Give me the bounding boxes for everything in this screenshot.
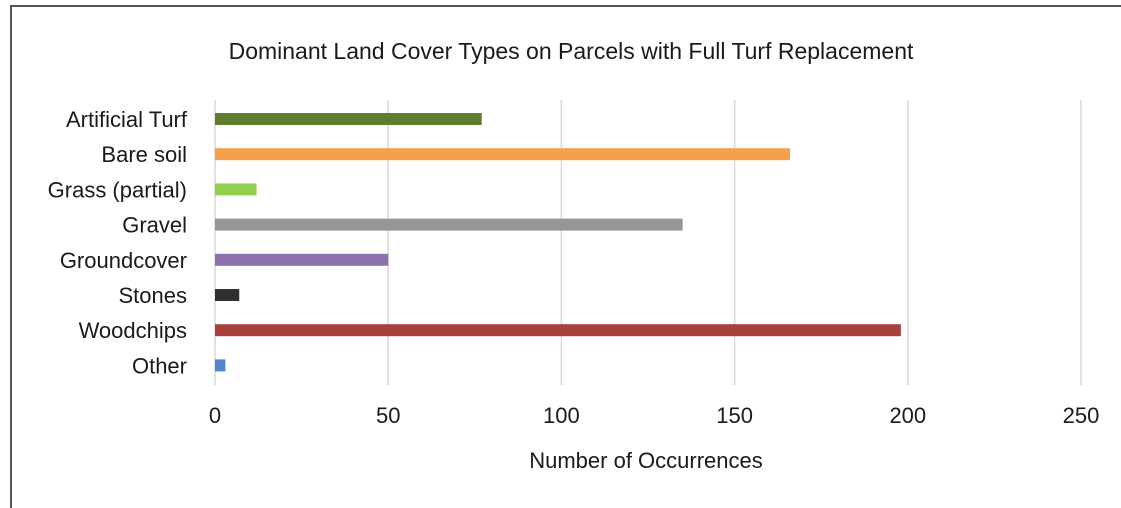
bar-layer	[215, 113, 901, 372]
y-category-label: Woodchips	[79, 318, 187, 343]
grid-layer	[214, 100, 1082, 385]
y-category-label: Gravel	[122, 213, 187, 238]
bar-artificial-turf	[215, 113, 482, 125]
bar-gravel	[215, 218, 683, 231]
tick-labels: 0 50 100 150 200 250	[209, 403, 1099, 428]
x-tick-label: 50	[376, 403, 400, 428]
x-axis-title: Number of Occurrences	[529, 448, 763, 473]
y-category-label: Grass (partial)	[48, 177, 187, 202]
y-category-label: Stones	[119, 283, 188, 308]
x-tick-label: 200	[889, 403, 926, 428]
chart-title: Dominant Land Cover Types on Parcels wit…	[229, 38, 914, 64]
bar-stones	[215, 289, 240, 301]
bar-other	[215, 359, 226, 372]
chart-frame	[10, 5, 1121, 508]
y-category-label: Bare soil	[101, 142, 187, 167]
y-category-label: Artificial Turf	[66, 107, 188, 132]
category-labels: Artificial Turf Bare soil Grass (partial) G…	[48, 107, 188, 378]
x-tick-label: 100	[543, 403, 580, 428]
bar-woodchips	[215, 324, 901, 337]
bar-grass-partial	[215, 183, 257, 196]
x-tick-label: 250	[1063, 403, 1100, 428]
y-category-label: Groundcover	[60, 248, 187, 273]
bar-bare-soil	[215, 148, 791, 161]
x-tick-label: 150	[716, 403, 753, 428]
bar-groundcover	[215, 253, 389, 266]
x-tick-label: 0	[209, 403, 221, 428]
y-category-label: Other	[132, 353, 187, 378]
